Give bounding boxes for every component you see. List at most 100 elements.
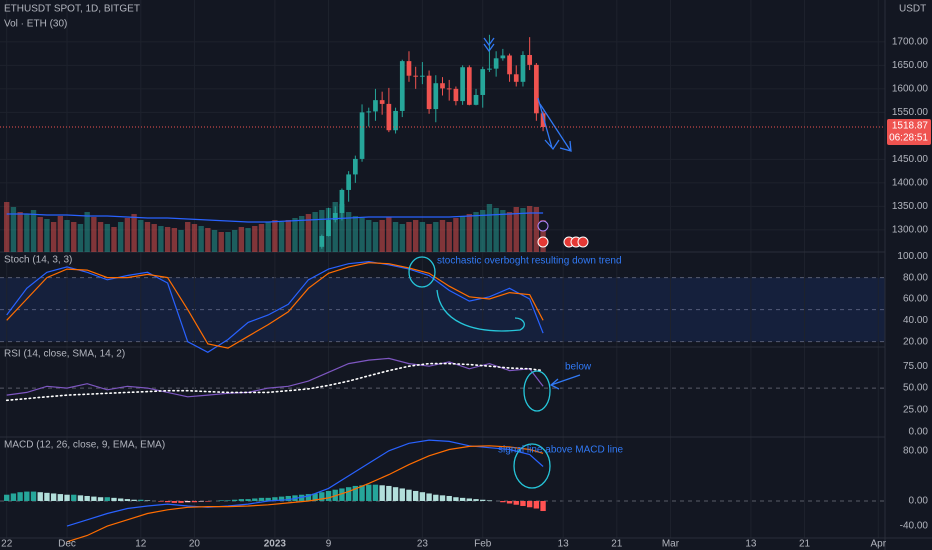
histogram-bar — [439, 495, 446, 501]
histogram-bar — [245, 499, 251, 501]
histogram-bar — [178, 500, 184, 503]
volume-bar — [265, 222, 271, 252]
candle-body — [534, 64, 539, 114]
histogram-bar — [198, 500, 204, 502]
candle-body — [386, 103, 392, 131]
y-tick-label: 20.00 — [903, 336, 928, 347]
event-icon — [537, 220, 549, 232]
histogram-bar — [500, 500, 506, 503]
x-tick-label: Mar — [662, 539, 680, 550]
line-series — [66, 445, 544, 543]
histogram-bar — [144, 500, 151, 501]
volume-bar — [252, 226, 258, 252]
histogram-bar — [486, 500, 493, 501]
y-tick-label: 50.00 — [903, 383, 928, 394]
histogram-bar — [480, 499, 486, 501]
line-series — [6, 212, 544, 223]
volume-bar — [319, 210, 325, 252]
drawing-curve — [436, 289, 525, 332]
histogram-bar — [265, 497, 271, 501]
volume-bar — [10, 207, 17, 252]
histogram-bar — [218, 500, 224, 501]
volume-bar — [231, 230, 238, 252]
histogram-bar — [312, 493, 318, 501]
symbol-title: ETHUSDT SPOT, 1D, BITGET — [4, 4, 140, 15]
volume-bar — [473, 212, 479, 252]
histogram-bar — [238, 499, 245, 501]
x-tick-label: 9 — [326, 539, 332, 550]
volume-bar — [426, 224, 432, 252]
volume-bar — [433, 222, 439, 252]
x-tick-label: 13 — [745, 539, 757, 550]
candle-body — [520, 55, 526, 82]
candle-body — [393, 110, 398, 131]
volume-bar — [439, 220, 446, 252]
volume-bar — [506, 212, 513, 252]
histogram-bar — [299, 494, 305, 501]
volume-bar — [144, 222, 151, 252]
volume-bar — [104, 224, 110, 252]
histogram-bar — [30, 491, 37, 501]
volume-bar — [37, 217, 43, 252]
histogram-bar — [473, 499, 479, 501]
candle-body — [426, 75, 432, 110]
histogram-bar — [37, 492, 43, 501]
volume-bar — [379, 220, 385, 252]
x-tick-label: Feb — [474, 539, 492, 550]
volume-bar — [30, 210, 37, 252]
volume-bar — [533, 207, 540, 252]
volume-bar — [91, 217, 97, 252]
volume-bar — [131, 214, 137, 252]
volume-bar — [158, 226, 164, 252]
histogram-bar — [426, 493, 432, 501]
histogram-bar — [433, 494, 439, 501]
histogram-bar — [77, 495, 84, 501]
volume-bar — [325, 208, 332, 252]
volume-bar — [185, 222, 191, 252]
y-tick-label: 40.00 — [903, 315, 928, 326]
histogram-bar — [252, 498, 258, 501]
volume-bar — [198, 226, 204, 252]
volume-bar — [392, 222, 399, 252]
candle-body — [359, 112, 365, 159]
event-icon — [577, 236, 589, 248]
histogram-bar — [118, 498, 124, 501]
x-tick-label: Dec — [58, 539, 76, 550]
histogram-bar — [164, 500, 171, 503]
y-tick-label: 1400.00 — [892, 178, 929, 189]
histogram-bar — [24, 491, 30, 501]
volume-bar — [278, 222, 285, 252]
volume-bar — [118, 222, 124, 252]
event-icon — [537, 236, 549, 248]
volume-bar — [258, 224, 265, 252]
volume-bar — [97, 222, 104, 252]
histogram-bar — [50, 493, 57, 501]
candle-body — [420, 75, 425, 77]
candle-body — [480, 69, 486, 95]
event-icons — [537, 220, 589, 248]
histogram-bar — [4, 494, 10, 501]
histogram-bar — [352, 485, 359, 501]
candle-body — [540, 113, 546, 128]
drawing-arrow — [537, 97, 560, 151]
histogram-bar — [413, 490, 419, 501]
candle-body — [453, 88, 459, 102]
volume-bar — [526, 206, 533, 252]
candle-body — [352, 158, 358, 175]
volume-bar — [372, 222, 379, 252]
grid — [0, 0, 885, 538]
volume-bar — [513, 207, 519, 252]
candle-body — [473, 94, 479, 105]
histogram-bar — [533, 500, 540, 509]
volume-bar — [332, 202, 338, 252]
y-tick-label: 0.00 — [909, 426, 929, 437]
drawing-circle — [523, 370, 551, 412]
histogram-bar — [17, 492, 23, 501]
candle-body — [346, 174, 351, 190]
histogram-bar — [124, 499, 131, 501]
volume-bar — [171, 228, 177, 252]
volume-bar — [359, 218, 365, 252]
x-tick-label: 23 — [417, 539, 429, 550]
